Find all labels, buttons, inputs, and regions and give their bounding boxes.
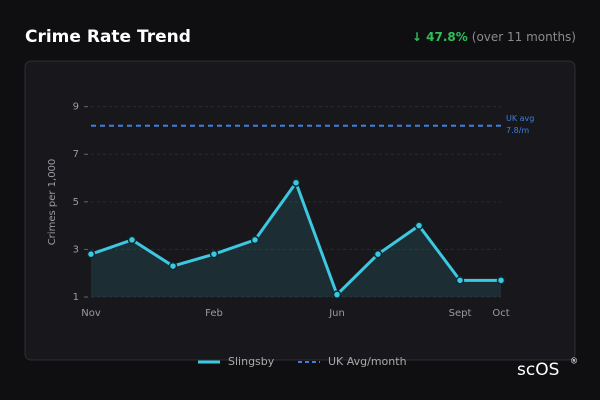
title: Crime Rate Trend [25,27,191,47]
brand-mark: ® [570,357,578,366]
x-tick-label: Jun [328,308,345,319]
legend-label: UK Avg/month [328,355,407,368]
change: ↓ 47.8% (over 11 months) [412,30,576,44]
point [209,249,219,259]
panel [24,60,576,361]
point [250,235,260,245]
y-tick-label: 1 [73,292,79,303]
reference-label: UK avg [506,114,534,123]
x-tick-label: Sept [449,308,472,319]
y-tick-label: 7 [73,149,79,160]
point [414,221,424,230]
x-tick-label: Feb [205,308,223,319]
point [168,261,178,271]
y-axis-label: Crimes per 1,000 [47,159,58,246]
brand: scOS [517,360,559,380]
change-note: (over 11 months) [472,30,576,44]
y-tick-label: 3 [73,244,79,255]
change-value: ↓ 47.8% [412,30,468,44]
reference-value: 7.8/m [506,126,529,135]
x-tick-label: Nov [81,308,101,319]
point [373,249,383,259]
y-tick-label: 9 [73,102,79,113]
x-tick-label: Oct [492,308,509,319]
legend-label: Slingsby [228,355,275,368]
point [332,290,342,299]
point [127,235,137,245]
plot: 1 3 5 7 9 Nov Feb Jun Sept Oct UK avg 7.8/m [73,102,535,319]
y-tick-label: 5 [73,197,79,208]
point [86,249,96,259]
point [496,276,506,285]
point [291,178,301,188]
point [455,276,465,285]
area [91,182,501,297]
